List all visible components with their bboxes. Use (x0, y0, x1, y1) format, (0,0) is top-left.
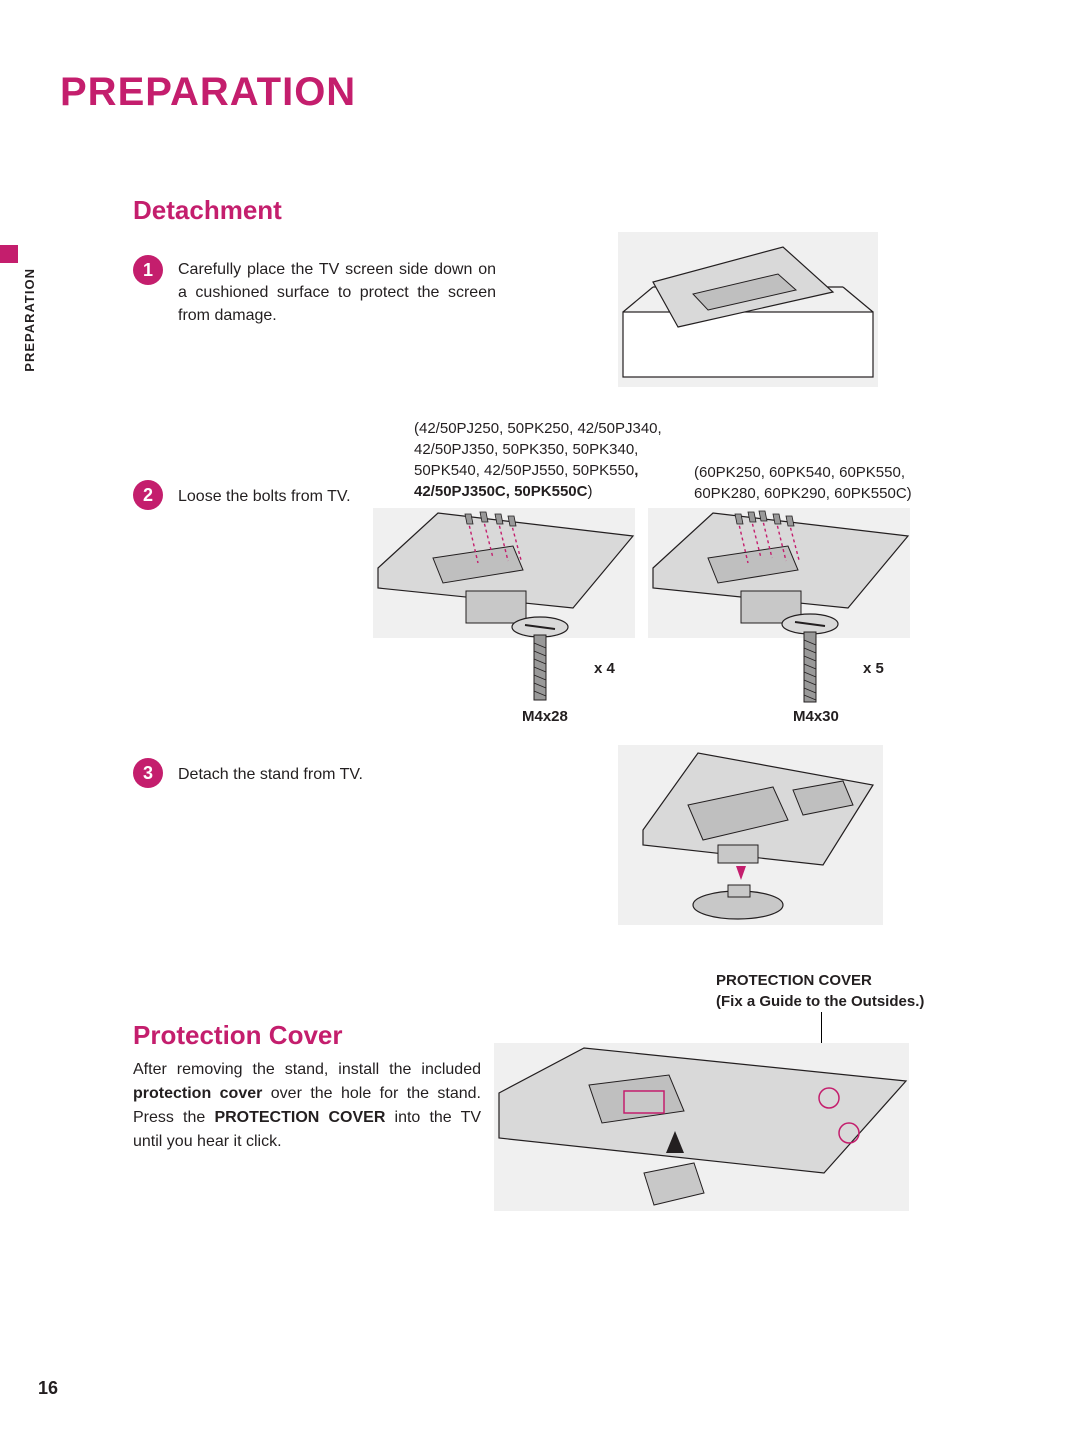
protection-callout-line1: PROTECTION COVER (716, 972, 872, 989)
illustration-protection (494, 1043, 909, 1211)
section-title-detachment: Detachment (133, 195, 282, 226)
page-number: 16 (38, 1378, 58, 1399)
bolt-a-qty: x 4 (594, 660, 615, 677)
model-b-line1: (60PK250, 60PK540, 60PK550, (694, 464, 905, 481)
protection-body: After removing the stand, install the in… (133, 1058, 481, 1154)
protection-callout-line2: (Fix a Guide to the Outsides.) (716, 993, 924, 1010)
step-text-1: Carefully place the TV screen side down … (178, 258, 496, 328)
model-a-line3c: ) (587, 483, 592, 500)
bolt-a-spec: M4x28 (522, 708, 568, 725)
protection-body-bold2: PROTECTION COVER (214, 1109, 385, 1126)
protection-callout: PROTECTION COVER (Fix a Guide to the Out… (716, 970, 924, 1012)
illustration-step1 (618, 232, 878, 387)
model-b-line2: 60PK280, 60PK290, 60PK550C) (694, 485, 912, 502)
bolt-b-illustration (775, 612, 845, 710)
illustration-step3 (618, 745, 883, 925)
step-badge-2: 2 (133, 480, 163, 510)
model-a-line1: (42/50PJ250, 50PK250, 42/50PJ340, (414, 420, 662, 437)
bolt-b-spec: M4x30 (793, 708, 839, 725)
protection-body-bold1: protection cover (133, 1085, 262, 1102)
model-a-line2: 42/50PJ350, 50PK350, 50PK340, (414, 441, 638, 458)
model-group-a: (42/50PJ250, 50PK250, 42/50PJ340, 42/50P… (414, 418, 679, 502)
model-group-b: (60PK250, 60PK540, 60PK550, 60PK280, 60P… (694, 462, 974, 504)
section-title-protection: Protection Cover (133, 1020, 343, 1051)
page-title: PREPARATION (60, 70, 356, 115)
step-badge-1: 1 (133, 255, 163, 285)
model-a-line3a: 50PK540, 42/50PJ550, 50PK550 (414, 462, 634, 479)
protection-body-prefix: After removing the stand, install the in… (133, 1061, 481, 1078)
bolt-b-qty: x 5 (863, 660, 884, 677)
bolt-a-illustration (505, 615, 575, 710)
step-badge-3: 3 (133, 758, 163, 788)
side-label: PREPARATION (22, 268, 37, 372)
step-text-2: Loose the bolts from TV. (178, 485, 378, 508)
step-text-3: Detach the stand from TV. (178, 763, 398, 786)
illustration-step2a (373, 508, 635, 638)
